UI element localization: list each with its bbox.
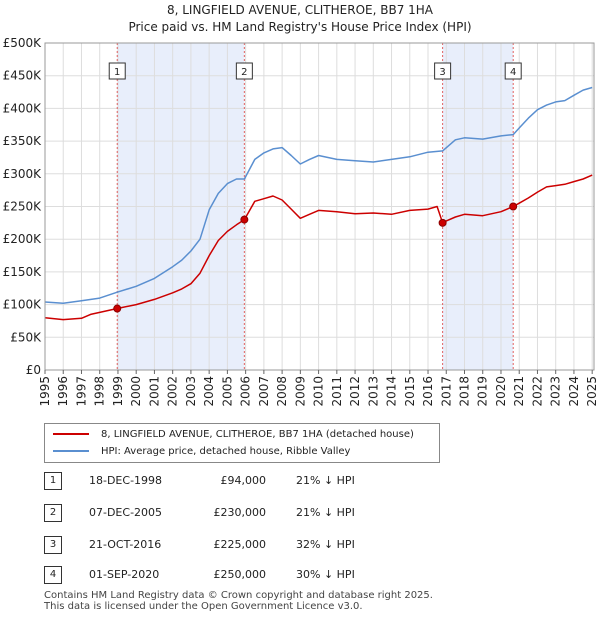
legend-label-hpi: HPI: Average price, detached house, Ribb… xyxy=(101,445,351,457)
x-tick-label: 2001 xyxy=(147,376,161,407)
sale-row: 3 21-OCT-2016 £225,000 32% ↓ HPI xyxy=(44,536,444,556)
y-tick-label: £450K xyxy=(3,69,43,83)
sale-number-badge: 3 xyxy=(44,536,62,554)
x-tick-label: 2010 xyxy=(312,376,326,407)
x-tick-label: 1998 xyxy=(93,376,107,407)
x-tick-label: 2012 xyxy=(348,376,362,407)
y-tick-label: £50K xyxy=(10,330,42,344)
y-tick-label: £200K xyxy=(3,232,43,246)
sale-number-badge: 4 xyxy=(44,566,62,584)
x-tick-label: 2015 xyxy=(403,376,417,407)
x-tick-label: 2025 xyxy=(585,376,599,407)
x-tick-label: 2020 xyxy=(494,376,508,407)
title-line-1: 8, LINGFIELD AVENUE, CLITHEROE, BB7 1HA xyxy=(166,3,434,17)
sale-marker-box xyxy=(235,62,253,80)
x-tick-label: 2006 xyxy=(239,376,253,407)
sale-marker-box xyxy=(504,62,522,80)
sale-point xyxy=(113,304,122,313)
y-tick-label: £400K xyxy=(3,101,43,115)
sale-date: 07-DEC-2005 xyxy=(89,506,163,519)
sale-row: 4 01-SEP-2020 £250,000 30% ↓ HPI xyxy=(44,566,444,586)
legend: 8, LINGFIELD AVENUE, CLITHEROE, BB7 1HA … xyxy=(44,423,440,463)
sale-price: £94,000 xyxy=(220,474,267,487)
x-tick-label: 2005 xyxy=(220,376,234,407)
sale-row: 1 18-DEC-1998 £94,000 21% ↓ HPI xyxy=(44,472,444,492)
sale-marker-label: 4 xyxy=(510,67,516,78)
title-line-2: Price paid vs. HM Land Registry's House … xyxy=(128,20,472,34)
y-tick-label: £350K xyxy=(3,134,43,148)
sale-hpi-diff: 32% ↓ HPI xyxy=(296,538,355,551)
sale-hpi-diff: 21% ↓ HPI xyxy=(296,474,355,487)
sale-marker-label: 2 xyxy=(241,67,247,78)
sale-number-badge: 2 xyxy=(44,504,62,522)
x-tick-label: 2007 xyxy=(257,376,271,407)
x-tick-label: 1996 xyxy=(56,376,70,407)
price-chart: 1 2 3 4 £0 £50K £100K £150K £200K £250K £300K £350… xyxy=(3,36,600,407)
x-tick-label: 1999 xyxy=(111,376,125,407)
x-tick-label: 2022 xyxy=(530,376,544,407)
legend-swatch-property xyxy=(53,433,89,435)
x-tick-label: 1997 xyxy=(74,376,88,407)
sale-marker-box xyxy=(434,62,452,80)
y-tick-label: £150K xyxy=(3,265,43,279)
sale-price: £250,000 xyxy=(213,568,267,581)
x-tick-label: 2021 xyxy=(512,376,526,407)
sale-hpi-diff: 30% ↓ HPI xyxy=(296,568,355,581)
legend-label-property: 8, LINGFIELD AVENUE, CLITHEROE, BB7 1HA … xyxy=(101,428,414,440)
sale-marker-label: 1 xyxy=(114,67,120,78)
legend-item-hpi: HPI: Average price, detached house, Ribb… xyxy=(53,443,350,459)
sale-hpi-diff: 21% ↓ HPI xyxy=(296,506,355,519)
x-tick-label: 2003 xyxy=(184,376,198,407)
x-tick-label: 2016 xyxy=(421,376,435,407)
sale-price: £225,000 xyxy=(213,538,267,551)
plot-frame xyxy=(44,42,595,371)
x-tick-label: 2017 xyxy=(439,376,453,407)
x-tick-label: 2002 xyxy=(166,376,180,407)
y-tick-label: £250K xyxy=(3,200,43,214)
x-tick-label: 2023 xyxy=(549,376,563,407)
sale-number-badge: 1 xyxy=(44,472,62,490)
x-tick-label: 2019 xyxy=(476,376,490,407)
chart-title: 8, LINGFIELD AVENUE, CLITHEROE, BB7 1HA … xyxy=(0,2,600,36)
x-tick-label: 2014 xyxy=(385,376,399,407)
sale-date: 18-DEC-1998 xyxy=(89,474,163,487)
licence-notice: This data is licensed under the Open Gov… xyxy=(44,601,363,612)
sale-row: 2 07-DEC-2005 £230,000 21% ↓ HPI xyxy=(44,504,444,524)
x-tick-label: 2004 xyxy=(202,376,216,407)
y-tick-label: £500K xyxy=(3,36,43,50)
x-tick-label: 2009 xyxy=(293,376,307,407)
sale-point xyxy=(240,215,249,224)
copyright-notice: Contains HM Land Registry data © Crown c… xyxy=(44,590,433,601)
x-tick-label: 2008 xyxy=(275,376,289,407)
footer: Contains HM Land Registry data © Crown c… xyxy=(44,590,433,612)
sale-date: 21-OCT-2016 xyxy=(89,538,162,551)
sale-marker-label: 3 xyxy=(439,67,445,78)
hpi-line xyxy=(44,86,593,305)
sale-marker-box xyxy=(108,62,126,80)
sale-date: 01-SEP-2020 xyxy=(89,568,160,581)
y-tick-label: £100K xyxy=(3,298,43,312)
x-tick-label: 2018 xyxy=(458,376,472,407)
x-tick-label: 2000 xyxy=(129,376,143,407)
y-tick-label: £300K xyxy=(3,167,43,181)
x-tick-label: 1995 xyxy=(38,376,52,407)
legend-swatch-hpi xyxy=(53,450,89,452)
legend-item-property: 8, LINGFIELD AVENUE, CLITHEROE, BB7 1HA … xyxy=(53,426,414,442)
x-tick-label: 2011 xyxy=(330,376,344,407)
sale-point xyxy=(438,218,447,227)
x-tick-label: 2024 xyxy=(567,376,581,407)
sale-price: £230,000 xyxy=(213,506,267,519)
y-tick-label: £0 xyxy=(26,363,41,377)
x-tick-label: 2013 xyxy=(366,376,380,407)
sale-point xyxy=(509,202,518,211)
property-price-line xyxy=(44,174,593,321)
